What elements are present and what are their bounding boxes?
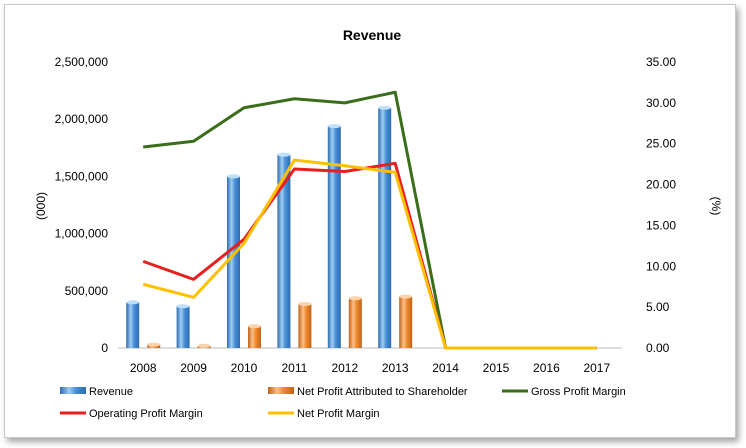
y-tick-label: 1,000,000 — [55, 227, 109, 241]
legend-label: Net Profit Attributed to Shareholder — [297, 386, 468, 398]
series-line-operating-profit-margin — [142, 161, 597, 350]
x-tick-label: 2010 — [231, 361, 258, 375]
bar-net-profit — [399, 296, 413, 348]
y-axis-label: (000) — [34, 192, 48, 220]
bar-net-profit — [248, 326, 261, 348]
y-tick-label: 1,500,000 — [55, 169, 109, 183]
x-tick-label: 2013 — [382, 361, 409, 375]
bar-revenue — [176, 306, 190, 348]
y2-tick-label: 25.00 — [646, 137, 676, 151]
bar-cap — [327, 124, 341, 129]
bar-cap — [227, 174, 240, 179]
legend-swatch — [60, 387, 86, 394]
bar-cap — [176, 304, 190, 309]
y2-tick-label: 15.00 — [646, 218, 676, 232]
legend-label: Net Profit Margin — [297, 408, 380, 420]
y2-tick-label: 0.00 — [646, 341, 670, 355]
y2-tick-label: 30.00 — [646, 96, 676, 110]
legend: Revenue Net Profit Attributed to Sharehol… — [60, 386, 626, 420]
x-tick-label: 2014 — [432, 361, 459, 375]
x-tick-label: 2008 — [130, 361, 157, 375]
x-tick-label: 2011 — [281, 361, 307, 375]
chart-title: Revenue — [343, 27, 402, 43]
bar-layer — [126, 105, 413, 349]
chart-frame — [4, 4, 736, 438]
bar-cap — [147, 342, 161, 347]
x-tick-label: 2016 — [533, 361, 560, 375]
y-tick-label: 0 — [101, 341, 108, 355]
y-tick-label: 2,500,000 — [55, 55, 109, 69]
bar-revenue — [277, 154, 291, 348]
series-line-net-profit-margin — [142, 158, 597, 350]
y-tick-label: 2,000,000 — [55, 112, 109, 126]
legend-label: Gross Profit Margin — [531, 386, 626, 398]
x-tick-label: 2012 — [331, 361, 358, 375]
bar-cap — [378, 105, 392, 110]
bar-net-profit — [348, 298, 362, 348]
y2-axis-label: (%) — [709, 197, 723, 216]
y2-tick-label: 10.00 — [646, 259, 676, 273]
legend-swatch — [268, 387, 294, 394]
bar-cap — [348, 296, 362, 301]
bar-revenue — [227, 176, 240, 348]
series-line-gross-profit-margin — [143, 90, 597, 350]
y-tick-label: 500,000 — [65, 284, 109, 298]
legend-label: Operating Profit Margin — [89, 408, 203, 420]
bar-revenue — [378, 107, 392, 348]
bar-revenue — [126, 302, 140, 348]
bar-cap — [277, 152, 291, 157]
bar-net-profit — [298, 303, 312, 348]
x-tick-label: 2015 — [483, 361, 510, 375]
bar-cap — [399, 294, 413, 299]
bar-cap — [126, 300, 140, 305]
y2-tick-label: 5.00 — [646, 300, 670, 314]
bar-revenue — [327, 126, 341, 349]
bar-cap — [298, 301, 312, 306]
y2-tick-label: 35.00 — [646, 55, 676, 69]
y2-tick-label: 20.00 — [646, 178, 676, 192]
line-layer — [142, 90, 597, 350]
x-tick-label: 2009 — [180, 361, 207, 375]
legend-label: Revenue — [89, 386, 133, 398]
x-tick-label: 2017 — [583, 361, 610, 375]
tick-layer: 0 500,000 1,000,000 1,500,000 2,000,000 2,500… — [55, 55, 677, 375]
bar-cap — [248, 324, 261, 329]
bar-cap — [197, 343, 211, 348]
